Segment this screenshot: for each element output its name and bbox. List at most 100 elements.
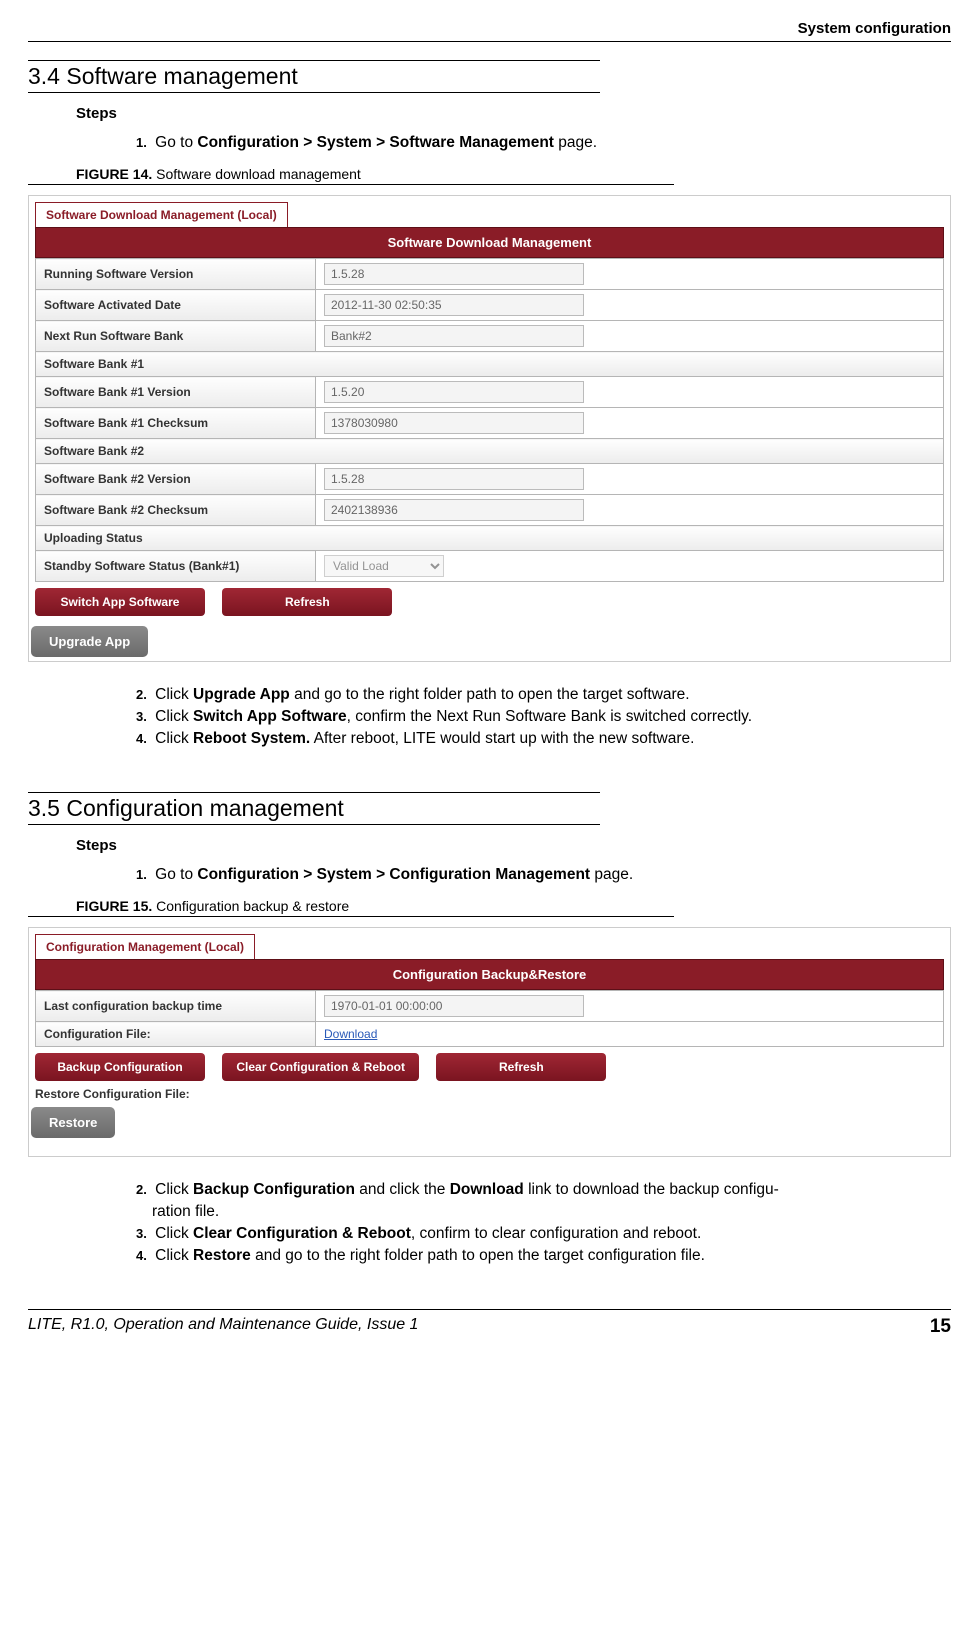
row-subheader: Software Bank #1	[36, 352, 944, 377]
row-value	[316, 464, 944, 495]
section-rule	[28, 92, 600, 93]
row-label: Software Bank #2 Checksum	[36, 495, 316, 526]
step-1: 1. Go to Configuration > System > Config…	[136, 866, 951, 884]
backup-configuration-button[interactable]: Backup Configuration	[35, 1053, 205, 1081]
step-text: Click	[155, 686, 193, 703]
step-text: Click	[155, 730, 193, 747]
value-input	[324, 325, 584, 347]
refresh-button[interactable]: Refresh	[436, 1053, 606, 1081]
step-number: 4.	[136, 1248, 147, 1263]
table-row: Software Bank #1 Version	[36, 377, 944, 408]
row-label: Software Bank #1 Version	[36, 377, 316, 408]
row-label: Standby Software Status (Bank#1)	[36, 551, 316, 582]
download-link[interactable]: Download	[324, 1027, 377, 1041]
step-text: link to download the backup configu-	[524, 1181, 779, 1198]
software-download-panel: Software Download Management (Local) Sof…	[28, 195, 951, 662]
row-value: Valid Load	[316, 551, 944, 582]
step-bold: Switch App Software	[193, 708, 347, 725]
value-input	[324, 499, 584, 521]
panel-header: Software Download Management	[35, 227, 944, 258]
page-footer: LITE, R1.0, Operation and Maintenance Gu…	[28, 1309, 951, 1338]
step-number: 2.	[136, 1182, 147, 1197]
refresh-button[interactable]: Refresh	[222, 588, 392, 616]
step-text: and go to the right folder path to open …	[290, 686, 690, 703]
button-row: Backup Configuration Clear Configuration…	[35, 1053, 944, 1081]
row-label: Software Bank #1 Checksum	[36, 408, 316, 439]
table-row: Last configuration backup time	[36, 991, 944, 1022]
page-number: 15	[930, 1316, 951, 1338]
figure-label: FIGURE 15.	[76, 898, 152, 914]
section-rule	[28, 824, 600, 825]
steps-label: Steps	[76, 105, 951, 122]
table-row: Software Bank #1 Checksum	[36, 408, 944, 439]
configuration-restore-panel: Configuration Management (Local) Configu…	[28, 927, 951, 1157]
upgrade-app-button[interactable]: Upgrade App	[31, 626, 148, 657]
table-row: Software Bank #2	[36, 439, 944, 464]
row-label: Software Activated Date	[36, 290, 316, 321]
step-2-cont: ration file.	[152, 1203, 951, 1221]
section-title-sw: 3.4 Software management	[28, 61, 951, 90]
table-row: Next Run Software Bank	[36, 321, 944, 352]
step-text: page.	[590, 866, 633, 883]
step-bold: Upgrade App	[193, 686, 290, 703]
value-input	[324, 412, 584, 434]
step-bold: Backup Configuration	[193, 1181, 355, 1198]
step-number: 1.	[136, 135, 147, 150]
table-row: Software Bank #2 Checksum	[36, 495, 944, 526]
row-value	[316, 321, 944, 352]
step-bold: Clear Configuration & Reboot	[193, 1225, 411, 1242]
row-value	[316, 290, 944, 321]
figure-rule	[28, 916, 674, 917]
software-table: Running Software Version Software Activa…	[35, 258, 944, 582]
figure-rule	[28, 184, 674, 185]
step-number: 3.	[136, 1226, 147, 1241]
step-1: 1. Go to Configuration > System > Softwa…	[136, 134, 951, 152]
step-4: 4. Click Restore and go to the right fol…	[136, 1247, 951, 1265]
step-bold: Download	[450, 1181, 524, 1198]
step-text: , confirm the Next Run Software Bank is …	[347, 708, 752, 725]
row-label: Running Software Version	[36, 259, 316, 290]
table-row: Configuration File: Download	[36, 1022, 944, 1047]
figure-caption: FIGURE 15. Configuration backup & restor…	[76, 898, 951, 914]
step-3: 3. Click Clear Configuration & Reboot, c…	[136, 1225, 951, 1243]
row-label: Configuration File:	[36, 1022, 316, 1047]
table-row: Uploading Status	[36, 526, 944, 551]
row-value	[316, 377, 944, 408]
standby-status-select: Valid Load	[324, 555, 444, 577]
figure-label: FIGURE 14.	[76, 166, 152, 182]
panel-tab[interactable]: Software Download Management (Local)	[35, 202, 288, 227]
table-row: Software Bank #2 Version	[36, 464, 944, 495]
button-row: Switch App Software Refresh	[35, 588, 944, 616]
row-label: Next Run Software Bank	[36, 321, 316, 352]
step-bold: Reboot System.	[193, 730, 310, 747]
row-value	[316, 495, 944, 526]
step-text: Click	[155, 1247, 193, 1264]
panel-tab[interactable]: Configuration Management (Local)	[35, 934, 255, 959]
value-input	[324, 263, 584, 285]
step-text: and click the	[355, 1181, 450, 1198]
table-row: Software Activated Date	[36, 290, 944, 321]
row-value	[316, 259, 944, 290]
running-header: System configuration	[28, 20, 951, 42]
step-bold: Restore	[193, 1247, 251, 1264]
step-number: 1.	[136, 867, 147, 882]
clear-configuration-reboot-button[interactable]: Clear Configuration & Reboot	[222, 1053, 419, 1081]
step-number: 3.	[136, 709, 147, 724]
step-text: , confirm to clear configuration and reb…	[411, 1225, 701, 1242]
row-subheader: Software Bank #2	[36, 439, 944, 464]
restore-button[interactable]: Restore	[31, 1107, 115, 1138]
value-input	[324, 995, 584, 1017]
row-value	[316, 991, 944, 1022]
step-4: 4. Click Reboot System. After reboot, LI…	[136, 730, 951, 748]
value-input	[324, 468, 584, 490]
row-value: Download	[316, 1022, 944, 1047]
switch-app-software-button[interactable]: Switch App Software	[35, 588, 205, 616]
step-text: Go to	[155, 866, 197, 883]
step-text: Click	[155, 1225, 193, 1242]
step-2: 2. Click Backup Configuration and click …	[136, 1181, 951, 1199]
figure-caption: FIGURE 14. Software download management	[76, 166, 951, 182]
restore-file-label: Restore Configuration File:	[35, 1087, 944, 1101]
step-text: Click	[155, 708, 193, 725]
section-title-cfg: 3.5 Configuration management	[28, 793, 951, 822]
table-row: Running Software Version	[36, 259, 944, 290]
